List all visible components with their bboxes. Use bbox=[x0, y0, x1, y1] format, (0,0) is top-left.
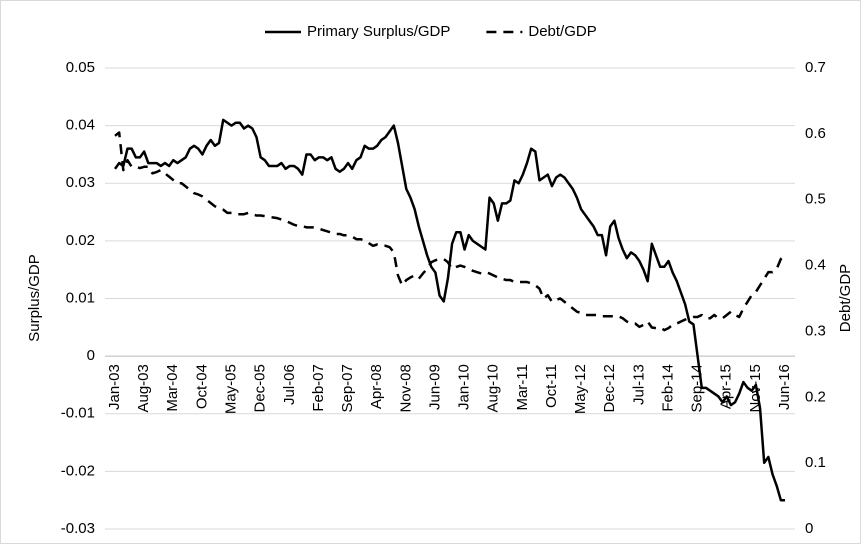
x-tick-label: Oct-04 bbox=[193, 364, 210, 409]
y2-tick-label: 0.2 bbox=[805, 388, 826, 405]
x-tick-label: May-12 bbox=[572, 364, 589, 414]
y2-tick-label: 0.5 bbox=[805, 191, 826, 208]
x-tick-label: Dec-05 bbox=[252, 364, 269, 412]
y2-tick-label: 0.7 bbox=[805, 59, 826, 76]
x-tick-label: Jan-03 bbox=[106, 364, 123, 410]
series-line bbox=[114, 131, 786, 332]
legend-label: Primary Surplus/GDP bbox=[307, 23, 450, 40]
y-tick-label: 0.04 bbox=[66, 117, 95, 134]
y-axis-title: Surplus/GDP bbox=[26, 254, 43, 342]
x-tick-label: Oct-11 bbox=[543, 364, 560, 408]
legend-label: Debt/GDP bbox=[528, 23, 596, 40]
x-tick-label: Mar-04 bbox=[164, 364, 181, 412]
x-tick-label: Feb-14 bbox=[659, 364, 676, 412]
x-tick-label: Sep-07 bbox=[339, 364, 356, 412]
y-tick-label: 0 bbox=[87, 347, 95, 364]
y-tick-label: -0.03 bbox=[61, 520, 95, 537]
y-tick-label: 0.02 bbox=[66, 232, 95, 249]
x-tick-label: Mar-11 bbox=[514, 364, 531, 410]
y2-tick-label: 0.3 bbox=[805, 322, 826, 339]
x-tick-label: Aug-10 bbox=[485, 364, 502, 412]
y-tick-label: 0.05 bbox=[66, 59, 95, 76]
x-tick-label: Apr-15 bbox=[718, 364, 735, 409]
x-tick-label: Jul-13 bbox=[630, 364, 647, 405]
y-tick-label: 0.03 bbox=[66, 174, 95, 191]
y2-axis-title: Debt/GDP bbox=[837, 264, 854, 332]
series-line bbox=[113, 118, 785, 502]
x-tick-label: Jan-10 bbox=[456, 364, 473, 410]
x-tick-label: Nov-08 bbox=[397, 364, 414, 412]
x-tick-label: Jun-09 bbox=[426, 364, 443, 410]
y-tick-label: -0.02 bbox=[61, 462, 95, 479]
x-tick-label: Jun-16 bbox=[776, 364, 793, 410]
y2-tick-label: 0.6 bbox=[805, 125, 826, 142]
x-tick-label: Aug-03 bbox=[135, 364, 152, 412]
y-tick-label: 0.01 bbox=[66, 289, 95, 306]
y2-tick-label: 0.1 bbox=[805, 454, 826, 471]
x-tick-label: Jul-06 bbox=[281, 364, 298, 405]
y-tick-label: -0.01 bbox=[61, 405, 95, 422]
x-tick-label: Apr-08 bbox=[368, 364, 385, 409]
y2-tick-label: 0.4 bbox=[805, 257, 826, 274]
x-tick-label: Feb-07 bbox=[310, 364, 327, 412]
x-tick-label: Dec-12 bbox=[601, 364, 618, 412]
y2-tick-label: 0 bbox=[805, 520, 813, 537]
x-tick-label: May-05 bbox=[222, 364, 239, 414]
